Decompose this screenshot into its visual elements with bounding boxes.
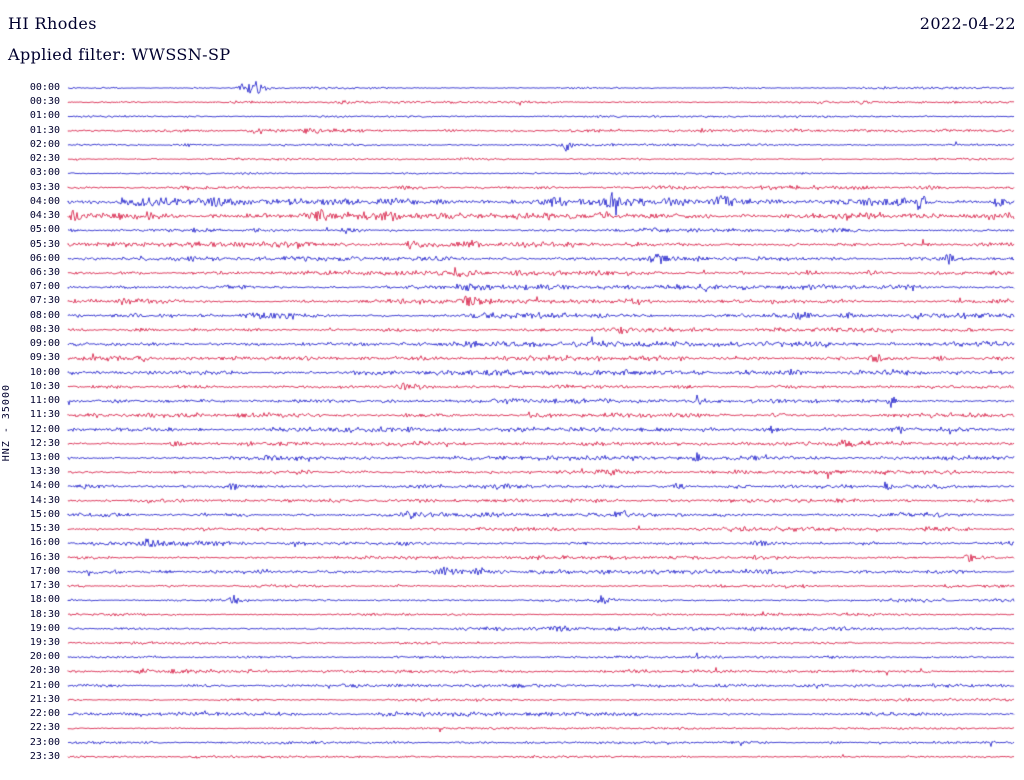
- time-label: 02:00: [29, 138, 60, 150]
- time-label: 12:00: [29, 423, 60, 435]
- time-label: 00:00: [29, 82, 60, 93]
- time-label: 08:00: [29, 309, 60, 321]
- time-label: 16:00: [29, 537, 60, 549]
- time-label: 02:30: [29, 153, 60, 165]
- time-label: 15:30: [29, 523, 60, 535]
- time-label: 09:30: [29, 352, 60, 364]
- time-label: 07:30: [29, 295, 60, 307]
- header: HI Rhodes 2022-04-22: [8, 14, 1016, 33]
- time-label: 12:30: [29, 437, 60, 449]
- time-label: 22:30: [29, 722, 60, 734]
- time-label: 03:00: [29, 167, 60, 179]
- time-label: 13:30: [29, 466, 60, 478]
- time-label: 03:30: [29, 181, 60, 193]
- time-label: 11:00: [29, 395, 60, 407]
- time-label: 05:30: [29, 238, 60, 250]
- time-label: 18:30: [29, 608, 60, 620]
- time-label: 20:30: [29, 665, 60, 677]
- time-label: 16:30: [29, 551, 60, 563]
- time-label: 14:00: [29, 480, 60, 492]
- time-label: 19:00: [29, 622, 60, 634]
- time-label: 05:00: [29, 224, 60, 236]
- time-label: 01:30: [29, 124, 60, 136]
- time-label: 11:30: [29, 409, 60, 421]
- time-label: 13:00: [29, 451, 60, 463]
- time-label: 01:00: [29, 110, 60, 122]
- time-label: 09:00: [29, 338, 60, 350]
- time-label: 17:30: [29, 580, 60, 592]
- time-label: 00:30: [29, 96, 60, 108]
- time-label: 22:00: [29, 708, 60, 720]
- time-label: 14:30: [29, 494, 60, 506]
- time-label: 23:30: [29, 750, 60, 762]
- time-label: 06:00: [29, 252, 60, 264]
- time-label: 19:30: [29, 636, 60, 648]
- time-label: 18:00: [29, 594, 60, 606]
- time-label: 17:00: [29, 565, 60, 577]
- time-label: 20:00: [29, 651, 60, 663]
- station-title: HI Rhodes: [8, 14, 97, 33]
- time-label: 04:00: [29, 195, 60, 207]
- date-label: 2022-04-22: [919, 14, 1016, 33]
- time-label: 07:00: [29, 281, 60, 293]
- time-label: 23:00: [29, 736, 60, 748]
- time-label: 10:00: [29, 366, 60, 378]
- time-label: 21:00: [29, 679, 60, 691]
- time-label: 06:30: [29, 266, 60, 278]
- time-label: 21:30: [29, 693, 60, 705]
- time-label: 08:30: [29, 323, 60, 335]
- time-label: 10:30: [29, 380, 60, 392]
- time-label: 04:30: [29, 210, 60, 222]
- filter-label: Applied filter: WWSSN-SP: [8, 45, 231, 64]
- time-label: 15:00: [29, 508, 60, 520]
